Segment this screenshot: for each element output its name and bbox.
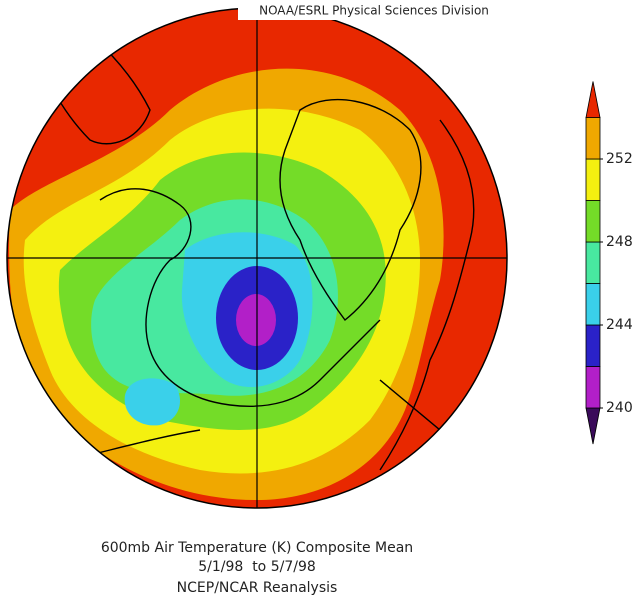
colorbar-segment (585, 366, 601, 409)
colorbar-segment (585, 324, 601, 367)
contour-magenta (236, 294, 276, 346)
colorbar-tick-label: 244 (606, 317, 633, 333)
header-box (238, 0, 510, 20)
contour-cyan-small (124, 378, 180, 426)
colorbar-high-triangle (585, 81, 601, 118)
colorbar-segment (585, 117, 601, 160)
caption-title: 600mb Air Temperature (K) Composite Mean (101, 540, 413, 556)
colorbar-low-triangle (585, 407, 601, 445)
colorbar-segment (585, 200, 601, 243)
caption-source: NCEP/NCAR Reanalysis (177, 580, 338, 596)
coastline-greenland (279, 98, 422, 321)
colorbar: 240 244 248 252 (585, 81, 633, 445)
header-source: NOAA/ESRL Physical Sciences Division (259, 4, 489, 18)
colorbar-segment (585, 283, 601, 326)
coastline-asia (379, 119, 475, 471)
colorbar-tick-label: 252 (606, 151, 633, 167)
colorbar-tick-label: 248 (606, 234, 633, 250)
caption-dates: 5/1/98 to 5/7/98 (198, 559, 316, 575)
map (7, 8, 507, 508)
colorbar-tick-label: 240 (606, 400, 633, 416)
colorbar-segment (585, 241, 601, 284)
colorbar-segment (585, 158, 601, 201)
coastline-north-america (99, 188, 381, 407)
